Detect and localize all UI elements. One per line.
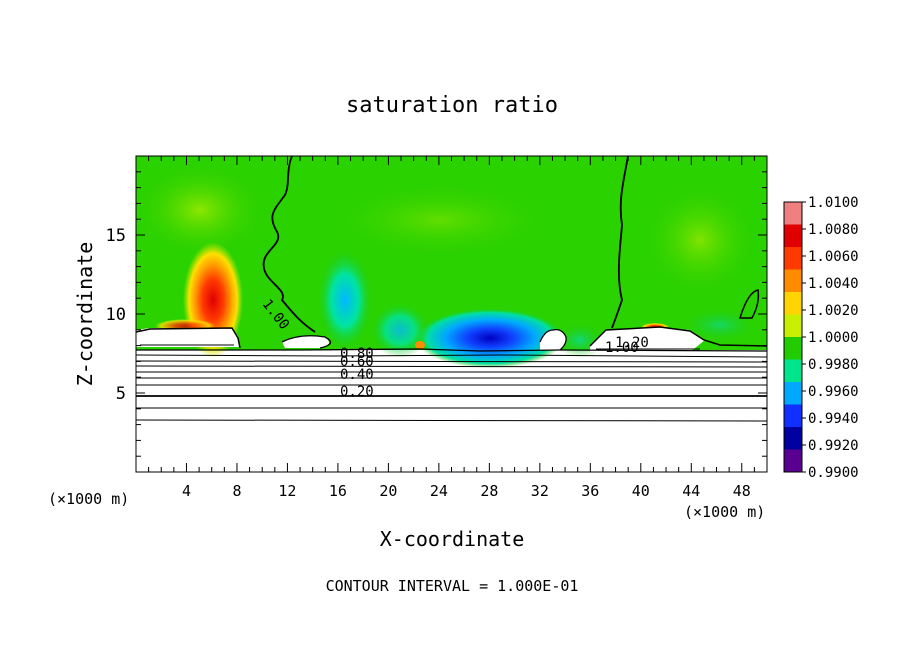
- x-tick-label: 16: [329, 482, 347, 500]
- x-tick-label: 24: [430, 482, 448, 500]
- plot-area: [136, 156, 767, 472]
- x-tick-label: 48: [733, 482, 751, 500]
- x-axis: 4 8 12 16 20 24 28 32 36 40 44 48: [148, 156, 755, 500]
- colorbar-tick-label: 0.9940: [808, 411, 859, 427]
- contour-label: 0.20: [340, 384, 374, 400]
- colorbar-swatch: [784, 269, 802, 293]
- x-tick-label: 20: [379, 482, 397, 500]
- contour-label: 1.20: [615, 335, 649, 351]
- y-tick-label: 15: [106, 226, 126, 246]
- x-tick-label: 4: [182, 482, 191, 500]
- y-axis: 5 10 15: [106, 171, 767, 457]
- contour-line: [589, 326, 767, 347]
- subsaturation-region: [370, 302, 430, 358]
- colorbar-swatch: [784, 247, 802, 270]
- chart-title: saturation ratio: [346, 93, 558, 118]
- y-tick-label: 10: [106, 305, 126, 325]
- colorbar-swatch: [784, 382, 802, 405]
- contour-line-1.00: [262, 156, 316, 333]
- y-tick-label: 5: [116, 384, 126, 404]
- cloud-region-left: [136, 328, 240, 347]
- lime-region: [320, 180, 560, 260]
- x-tick-label: 40: [632, 482, 650, 500]
- contour-line: [136, 365, 767, 368]
- cloud-region-edge: [738, 289, 760, 319]
- x-tick-label: 44: [682, 482, 700, 500]
- subsaturation-plume: [317, 248, 373, 352]
- cloud-bump: [540, 329, 567, 350]
- supersaturation-spot: [415, 341, 425, 349]
- lime-region: [640, 180, 760, 300]
- contour-line: [281, 335, 332, 349]
- cloud-region-small: [282, 335, 329, 348]
- colorbar-tick-label: 0.9920: [808, 438, 859, 454]
- x-tick-label: 8: [232, 482, 241, 500]
- contour-label: 1.00: [605, 340, 639, 356]
- colorbar: 1.0100 1.0080 1.0060 1.0040 1.0020 1.0000 0.99…: [783, 195, 859, 481]
- y-axis-label: Z-coordinate: [73, 242, 97, 387]
- colorbar-tick-label: 0.9900: [808, 465, 859, 481]
- colorbar-tick-label: 1.0060: [808, 249, 859, 265]
- colorbar-swatch: [784, 404, 802, 428]
- x-unit-left: (×1000 m): [48, 490, 129, 508]
- x-tick-label: 28: [480, 482, 498, 500]
- x-unit-right: (×1000 m): [684, 503, 765, 521]
- contour-line: [136, 348, 767, 352]
- cloud-region-right: [590, 327, 705, 352]
- colorbar-swatch: [784, 314, 802, 338]
- colorbar-swatch: [784, 292, 802, 315]
- colorbar-tick-label: 1.0100: [808, 195, 859, 211]
- colorbar-tick-label: 0.9980: [808, 357, 859, 373]
- colorbar-tick-label: 1.0040: [808, 276, 859, 292]
- contour-line: [136, 327, 241, 349]
- subsaturation-minimum: [415, 308, 565, 368]
- contour-line: [136, 360, 767, 363]
- contour-label: 0.60: [340, 354, 374, 370]
- x-tick-label: 36: [581, 482, 599, 500]
- colorbar-swatch: [784, 224, 802, 248]
- contour-label: 0.80: [340, 346, 374, 362]
- contour-line: [136, 354, 767, 358]
- colorbar-tick-label: 1.0000: [808, 330, 859, 346]
- lime-region: [136, 160, 270, 260]
- colorbar-tick-label: 1.0020: [808, 303, 859, 319]
- x-axis-label: X-coordinate: [380, 527, 525, 551]
- colorbar-swatch: [784, 449, 802, 473]
- colorbar-swatch: [784, 359, 802, 383]
- x-tick-label: 32: [531, 482, 549, 500]
- colorbar-tick-label: 1.0080: [808, 222, 859, 238]
- colorbar-swatch: [784, 202, 802, 225]
- contour-line: [539, 329, 567, 351]
- contour-interval-note: CONTOUR INTERVAL = 1.000E-01: [326, 577, 579, 595]
- contour-line: [136, 419, 767, 422]
- colorbar-swatch: [784, 427, 802, 450]
- contour-label: 0.40: [340, 367, 374, 383]
- contour-line-1.00: [611, 156, 629, 329]
- colorbar-swatch: [784, 337, 802, 360]
- x-tick-label: 12: [278, 482, 296, 500]
- colorbar-tick-label: 0.9960: [808, 384, 859, 400]
